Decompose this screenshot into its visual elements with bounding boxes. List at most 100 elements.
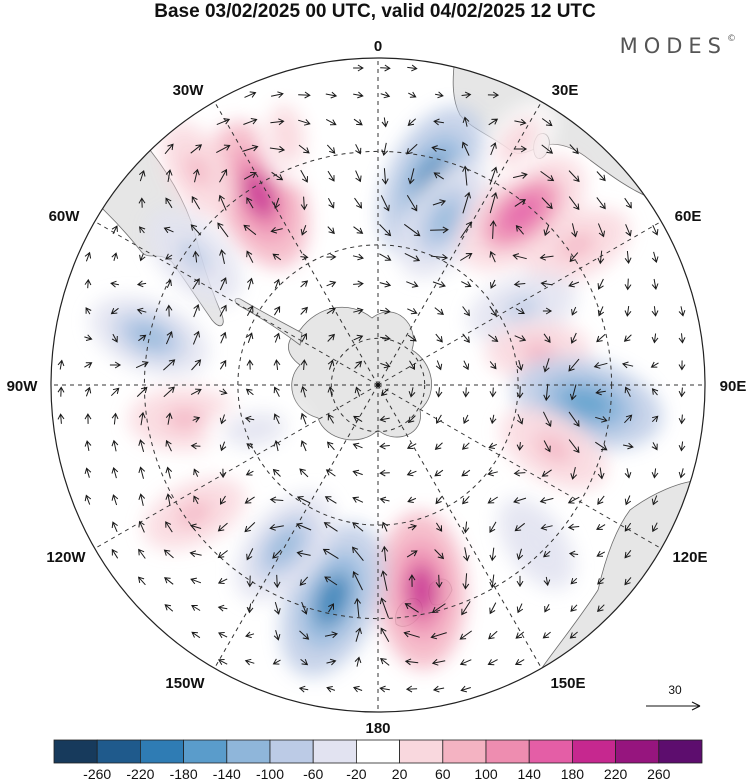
wind-arrow xyxy=(430,254,449,261)
wind-arrow xyxy=(407,496,417,503)
wind-arrow xyxy=(462,573,470,590)
wind-arrow xyxy=(217,577,228,584)
wind-arrow xyxy=(164,604,174,612)
meridian-line xyxy=(377,384,542,669)
colorbar-swatch xyxy=(442,739,487,764)
wind-arrow xyxy=(430,226,449,234)
wind-arrow xyxy=(516,359,524,371)
wind-arrow xyxy=(245,469,254,476)
wind-arrow xyxy=(380,195,390,212)
wind-arrow xyxy=(352,469,363,477)
wind-arrow xyxy=(84,362,93,369)
wind-arrow xyxy=(489,220,497,239)
wind-arrow xyxy=(380,388,389,397)
wind-arrow xyxy=(490,142,497,156)
wind-arrow xyxy=(540,170,555,182)
colorbar-tick-label: -220 xyxy=(126,766,154,782)
anomaly-blob xyxy=(406,563,438,618)
lon-label-150e: 150E xyxy=(550,675,585,692)
wind-arrow xyxy=(217,550,228,559)
wind-arrow xyxy=(597,223,605,238)
wind-arrow xyxy=(596,524,606,530)
wind-arrow xyxy=(539,253,554,261)
wind-arrow xyxy=(488,334,499,342)
wind-arrow xyxy=(514,199,527,207)
colorbar-tick-label: 180 xyxy=(561,766,585,782)
wind-arrow xyxy=(246,359,254,370)
wind-arrow xyxy=(678,360,686,371)
wind-arrow xyxy=(246,197,254,209)
wind-arrow xyxy=(403,630,420,638)
wind-arrow xyxy=(246,332,254,343)
wind-arrow xyxy=(435,333,443,343)
wind-arrow xyxy=(192,250,200,263)
wind-arrow xyxy=(270,118,285,126)
wind-arrow xyxy=(136,307,147,315)
wind-arrow xyxy=(487,496,498,504)
wind-arrow xyxy=(597,577,605,585)
wind-arrow xyxy=(624,306,632,317)
wind-arrow xyxy=(568,358,580,372)
wind-arrow xyxy=(273,197,281,210)
wind-arrow xyxy=(243,172,257,180)
wind-arrow xyxy=(352,496,364,503)
wind-arrow xyxy=(405,685,418,693)
colorbar-tick-label: 260 xyxy=(647,766,671,782)
wind-arrow xyxy=(273,359,281,370)
wind-arrow xyxy=(567,523,580,531)
wind-arrow xyxy=(244,658,255,666)
wind-arrow xyxy=(190,388,202,396)
wind-arrow xyxy=(193,168,200,183)
wind-arrow xyxy=(326,280,337,288)
lon-label-30e: 30E xyxy=(552,82,579,99)
colorbar-tick-label: -260 xyxy=(83,766,111,782)
wind-arrow xyxy=(516,575,524,588)
wind-arrow xyxy=(651,333,659,344)
reference-vector: 30 xyxy=(646,683,701,711)
wind-arrow xyxy=(191,631,201,639)
wind-arrow xyxy=(243,118,258,125)
colorbar-tick-label: 140 xyxy=(518,766,542,782)
wind-arrow xyxy=(544,603,551,613)
wind-arrow xyxy=(404,252,421,262)
wind-arrow xyxy=(379,224,392,237)
wind-arrow xyxy=(406,443,417,449)
wind-arrow xyxy=(570,332,577,344)
wind-arrow xyxy=(404,658,419,666)
wind-arrow xyxy=(651,251,659,264)
wind-arrow xyxy=(489,191,498,214)
wind-arrow xyxy=(326,441,335,451)
colorbar-swatch xyxy=(658,739,703,764)
meridian-line xyxy=(214,101,379,386)
wind-arrow xyxy=(569,384,577,401)
wind-arrow xyxy=(300,359,308,370)
wind-arrow xyxy=(138,466,146,479)
wind-arrow xyxy=(379,685,390,693)
wind-arrow xyxy=(217,659,228,666)
wind-arrow xyxy=(462,165,469,186)
wind-arrow xyxy=(270,226,283,234)
wind-arrow xyxy=(407,334,417,342)
wind-arrow xyxy=(218,632,228,639)
wind-arrow xyxy=(379,496,390,504)
wind-arrow xyxy=(190,577,202,585)
wind-arrow xyxy=(404,603,419,613)
colorbar-swatch xyxy=(183,739,228,764)
wind-arrow xyxy=(461,281,472,288)
wind-arrow xyxy=(354,386,362,397)
lon-label-120e: 120E xyxy=(672,549,707,566)
wind-arrow xyxy=(163,386,175,398)
wind-arrow xyxy=(543,224,551,237)
wind-arrow xyxy=(380,64,391,72)
wind-arrow xyxy=(651,442,658,451)
wind-arrow xyxy=(569,144,579,155)
wind-arrow xyxy=(191,605,201,611)
wind-arrow xyxy=(489,547,497,562)
wind-arrow xyxy=(296,522,312,531)
wind-arrow xyxy=(219,304,227,317)
wind-arrow xyxy=(299,468,309,478)
anomaly-blob xyxy=(237,419,273,440)
wind-arrow xyxy=(489,521,497,533)
wind-arrow xyxy=(595,441,608,451)
wind-arrow xyxy=(543,550,551,558)
